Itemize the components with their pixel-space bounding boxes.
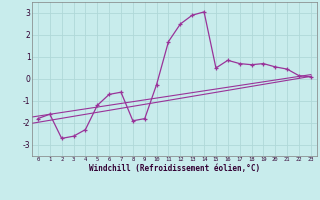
X-axis label: Windchill (Refroidissement éolien,°C): Windchill (Refroidissement éolien,°C) bbox=[89, 164, 260, 173]
